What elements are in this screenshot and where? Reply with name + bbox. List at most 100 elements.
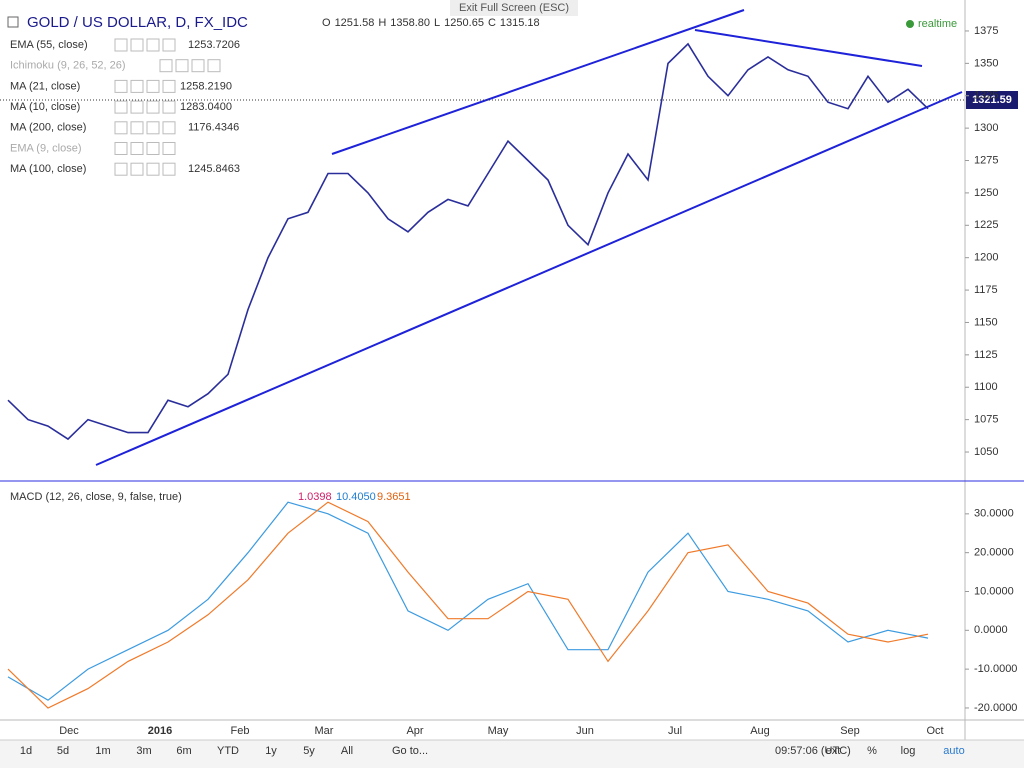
y-tick-label: 1350 bbox=[974, 57, 998, 69]
ohlc-part: 1250.65 bbox=[444, 17, 484, 29]
ohlc: O 1251.58 H 1358.80 L 1250.65 C 1315.18 bbox=[322, 17, 540, 29]
range-button[interactable]: 1m bbox=[95, 745, 110, 757]
range-button[interactable]: All bbox=[341, 745, 353, 757]
ohlc-part: 1315.18 bbox=[500, 17, 540, 29]
indicator-value: 1283.0400 bbox=[180, 101, 232, 113]
y-tick-label: 1125 bbox=[974, 349, 998, 361]
indicator-icon[interactable] bbox=[146, 79, 160, 93]
range-button[interactable]: 5d bbox=[57, 745, 69, 757]
indicator-name: Ichimoku (9, 26, 52, 26) bbox=[10, 60, 126, 72]
toolbar-toggle[interactable]: auto bbox=[943, 745, 964, 757]
x-tick-label: Apr bbox=[406, 725, 423, 737]
range-button[interactable]: Go to... bbox=[392, 745, 428, 757]
x-tick-label: 2016 bbox=[148, 725, 172, 737]
macd-hist-value: 1.0398 bbox=[298, 491, 332, 503]
toolbar-toggle[interactable]: ext bbox=[826, 745, 841, 757]
range-button[interactable]: 3m bbox=[136, 745, 151, 757]
indicator-value: 1258.2190 bbox=[180, 80, 232, 92]
price-label: 1321.59 bbox=[972, 94, 1012, 106]
ohlc-part: 1251.58 bbox=[335, 17, 375, 29]
range-button[interactable]: YTD bbox=[217, 745, 239, 757]
x-tick-label: Jun bbox=[576, 725, 594, 737]
ohlc-part: C bbox=[488, 17, 496, 29]
range-button[interactable]: 1d bbox=[20, 745, 32, 757]
y-tick-label: 1200 bbox=[974, 252, 998, 264]
indicator-icon[interactable] bbox=[114, 121, 128, 135]
trend-resistance bbox=[331, 9, 745, 155]
realtime-dot bbox=[906, 20, 914, 28]
exit-fullscreen[interactable]: Exit Full Screen (ESC) bbox=[459, 2, 569, 14]
indicator-icon[interactable] bbox=[146, 100, 160, 114]
indicator-icon[interactable] bbox=[130, 100, 144, 114]
indicator-icon[interactable] bbox=[175, 59, 189, 73]
signal-value: 9.3651 bbox=[377, 491, 411, 503]
y-tick-label: 1300 bbox=[974, 122, 998, 134]
indicator-icon[interactable] bbox=[114, 142, 128, 155]
indicator-icon[interactable] bbox=[162, 142, 176, 155]
indicator-icon[interactable] bbox=[162, 38, 176, 52]
indicator-icon[interactable] bbox=[146, 121, 160, 135]
y-tick-label: -10.0000 bbox=[974, 663, 1017, 675]
toolbar-toggle[interactable]: log bbox=[901, 745, 916, 757]
indicator-icon[interactable] bbox=[162, 162, 176, 176]
ohlc-part: L bbox=[434, 17, 440, 29]
indicator-icon[interactable] bbox=[191, 59, 205, 73]
indicator-icon[interactable] bbox=[146, 142, 160, 155]
x-tick-label: Jul bbox=[668, 725, 682, 737]
indicator-icon[interactable] bbox=[114, 79, 128, 93]
indicator-icon[interactable] bbox=[130, 121, 144, 135]
indicator-icon[interactable] bbox=[130, 162, 144, 176]
ohlc-part: O bbox=[322, 17, 331, 29]
y-tick-label: 1075 bbox=[974, 414, 998, 426]
y-tick-label: 1275 bbox=[974, 154, 998, 166]
price-label-bg bbox=[966, 91, 1018, 109]
exit-bg[interactable] bbox=[450, 0, 578, 16]
y-tick-label: 10.0000 bbox=[974, 585, 1014, 597]
range-button[interactable]: 1y bbox=[265, 745, 277, 757]
indicator-icon[interactable] bbox=[162, 79, 176, 93]
indicator-name: MA (10, close) bbox=[10, 101, 80, 113]
trend-lines bbox=[95, 9, 963, 466]
indicator-name: EMA (9, close) bbox=[10, 142, 82, 154]
indicator-icon[interactable] bbox=[162, 121, 176, 135]
indicator-icon[interactable] bbox=[114, 100, 128, 114]
toolbar-toggle[interactable]: % bbox=[867, 745, 877, 757]
x-tick-label: May bbox=[488, 725, 509, 737]
indicator-icon[interactable] bbox=[130, 142, 144, 155]
y-tick-label: 1325 bbox=[974, 90, 998, 102]
y-tick-label: -20.0000 bbox=[974, 702, 1017, 714]
trend-support bbox=[95, 91, 963, 466]
indicator-icon[interactable] bbox=[114, 38, 128, 52]
toolbar-bg bbox=[0, 740, 1024, 768]
y-tick-label: 1375 bbox=[974, 25, 998, 37]
indicator-name: MA (21, close) bbox=[10, 80, 80, 92]
indicator-icon[interactable] bbox=[207, 59, 221, 73]
indicator-icon[interactable] bbox=[130, 79, 144, 93]
indicator-icon[interactable] bbox=[130, 38, 144, 52]
y-tick-label: 30.0000 bbox=[974, 508, 1014, 520]
indicator-icon[interactable] bbox=[146, 162, 160, 176]
y-tick-label: 1100 bbox=[974, 381, 998, 393]
indicator-icon[interactable] bbox=[159, 59, 173, 73]
trend-top bbox=[694, 29, 923, 67]
x-tick-label: Dec bbox=[59, 725, 79, 737]
range-button[interactable]: 5y bbox=[303, 745, 315, 757]
y-tick-label: 1150 bbox=[974, 316, 998, 328]
indicator-name: MA (200, close) bbox=[10, 122, 86, 134]
series-line bbox=[7, 501, 929, 701]
symbol: GOLD / US DOLLAR, D, FX_IDC bbox=[27, 14, 248, 31]
y-tick-label: 1250 bbox=[974, 187, 998, 199]
range-button[interactable]: 6m bbox=[176, 745, 191, 757]
series-line bbox=[7, 501, 929, 709]
indicator-icon[interactable] bbox=[114, 162, 128, 176]
x-tick-label: Aug bbox=[750, 725, 770, 737]
x-tick-label: Sep bbox=[840, 725, 860, 737]
collapse-icon[interactable] bbox=[7, 16, 19, 28]
indicator-icon[interactable] bbox=[162, 100, 176, 114]
realtime: realtime bbox=[918, 18, 957, 30]
y-tick-label: 1050 bbox=[974, 446, 998, 458]
indicator-icon[interactable] bbox=[146, 38, 160, 52]
macd-value: 10.4050 bbox=[336, 491, 376, 503]
